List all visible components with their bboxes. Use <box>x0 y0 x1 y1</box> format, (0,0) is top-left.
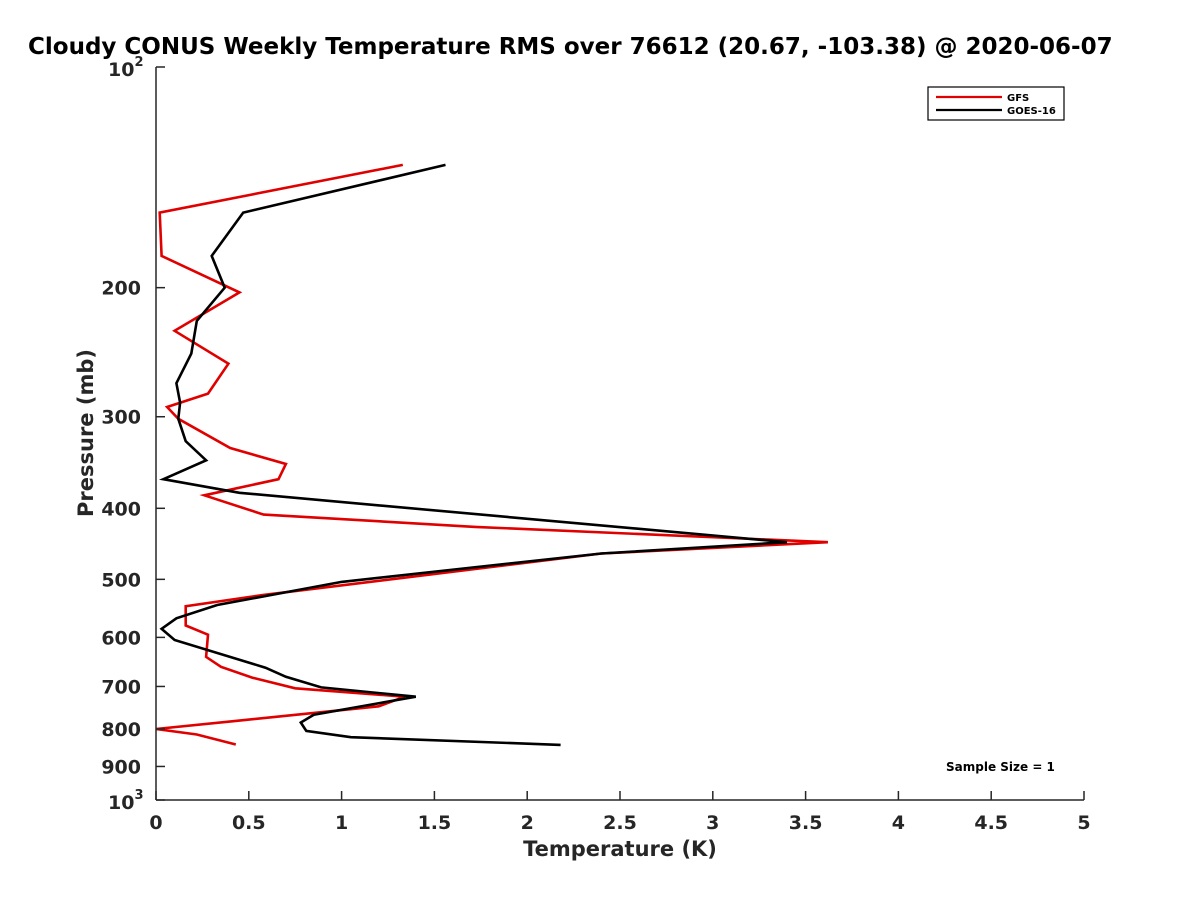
x-tick-label: 4.5 <box>974 812 1008 834</box>
legend-label-goes16: GOES-16 <box>1007 106 1056 117</box>
y-tick-label: 900 <box>101 756 141 778</box>
y-tick-label: 500 <box>101 569 141 591</box>
y-tick-base: 10 <box>108 792 134 814</box>
x-tick-label: 1 <box>335 812 348 834</box>
legend: GFS GOES-16 <box>927 86 1065 121</box>
x-tick-label: 3 <box>706 812 719 834</box>
x-axis-ticks: 0 0.5 1 1.5 2 2.5 3 3.5 4 4.5 5 <box>149 791 1091 834</box>
legend-label-gfs: GFS <box>1007 93 1029 104</box>
x-tick-label: 5 <box>1077 812 1090 834</box>
x-axis-label: Temperature (K) <box>523 837 717 861</box>
y-tick-label: 700 <box>101 676 141 698</box>
x-tick-label: 0.5 <box>232 812 266 834</box>
y-tick-label: 600 <box>101 627 141 649</box>
y-tick-label: 103 <box>108 788 144 814</box>
plot-area <box>156 67 1084 800</box>
x-tick-label: 2.5 <box>603 812 637 834</box>
y-tick-label: 200 <box>101 278 141 300</box>
y-tick-label: 102 <box>108 55 144 81</box>
x-tick-label: 2 <box>521 812 534 834</box>
y-tick-label: 300 <box>101 407 141 429</box>
y-tick-base: 10 <box>108 59 134 81</box>
y-tick-exponent: 2 <box>134 55 143 70</box>
y-tick-exponent: 3 <box>134 788 143 803</box>
x-tick-label: 3.5 <box>789 812 823 834</box>
y-tick-label: 800 <box>101 719 141 741</box>
series-line-goes16 <box>158 163 788 747</box>
x-tick-label: 1.5 <box>418 812 452 834</box>
legend-box <box>927 86 1065 121</box>
series-layer <box>155 163 828 747</box>
y-tick-label: 400 <box>101 498 141 520</box>
x-tick-label: 4 <box>892 812 905 834</box>
chart-title: Cloudy CONUS Weekly Temperature RMS over… <box>28 34 1113 60</box>
y-axis-label: Pressure (mb) <box>74 349 98 517</box>
sample-size-annotation: Sample Size = 1 <box>946 760 1055 774</box>
x-tick-label: 0 <box>149 812 162 834</box>
